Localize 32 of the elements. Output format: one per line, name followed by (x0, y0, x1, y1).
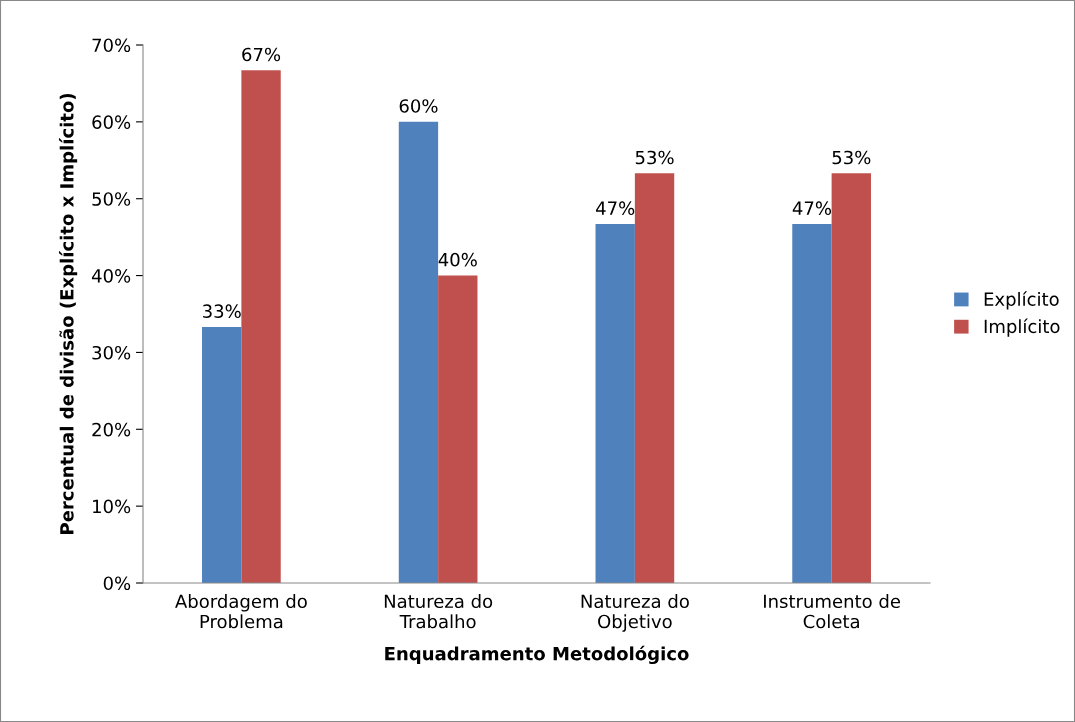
bar (831, 173, 871, 583)
y-tick-label: 60% (92, 115, 131, 129)
y-tick-label: 0% (103, 576, 131, 591)
data-label: 33% (203, 304, 241, 319)
x-tick-label: Instrumento de Coleta (764, 594, 901, 629)
x-tick-label: Natureza do Objetivo (581, 594, 689, 632)
legend-label: Implícito (984, 318, 1060, 337)
data-label: 47% (792, 201, 832, 216)
data-label: 67% (242, 47, 281, 62)
y-tick-label: 20% (92, 422, 131, 437)
x-tick-label: Natureza do Trabalho (384, 594, 493, 629)
bar (438, 275, 478, 583)
bar (202, 327, 242, 583)
bar (595, 224, 635, 583)
x-tick-label: Abordagem do Problema (175, 594, 307, 629)
legend-label: Explícito (984, 291, 1059, 310)
bar (241, 70, 281, 583)
bar (792, 224, 832, 583)
data-label: 53% (635, 150, 674, 165)
data-label: 60% (399, 99, 438, 113)
y-tick-label: 30% (92, 345, 131, 360)
y-tick-label: 40% (91, 269, 131, 283)
data-label: 47% (596, 201, 635, 216)
data-label: 53% (832, 150, 871, 165)
y-tick-label: 70% (92, 38, 131, 53)
x-axis-title: Enquadramento Metodológico (385, 645, 689, 665)
y-axis-title: Percentual de divisão (Explícito x Implícito) (58, 93, 78, 534)
y-tick-label: 50% (92, 192, 131, 206)
y-tick-label: 10% (93, 499, 131, 514)
bar (398, 121, 439, 583)
data-label: 40% (438, 252, 477, 267)
bar (634, 173, 675, 583)
